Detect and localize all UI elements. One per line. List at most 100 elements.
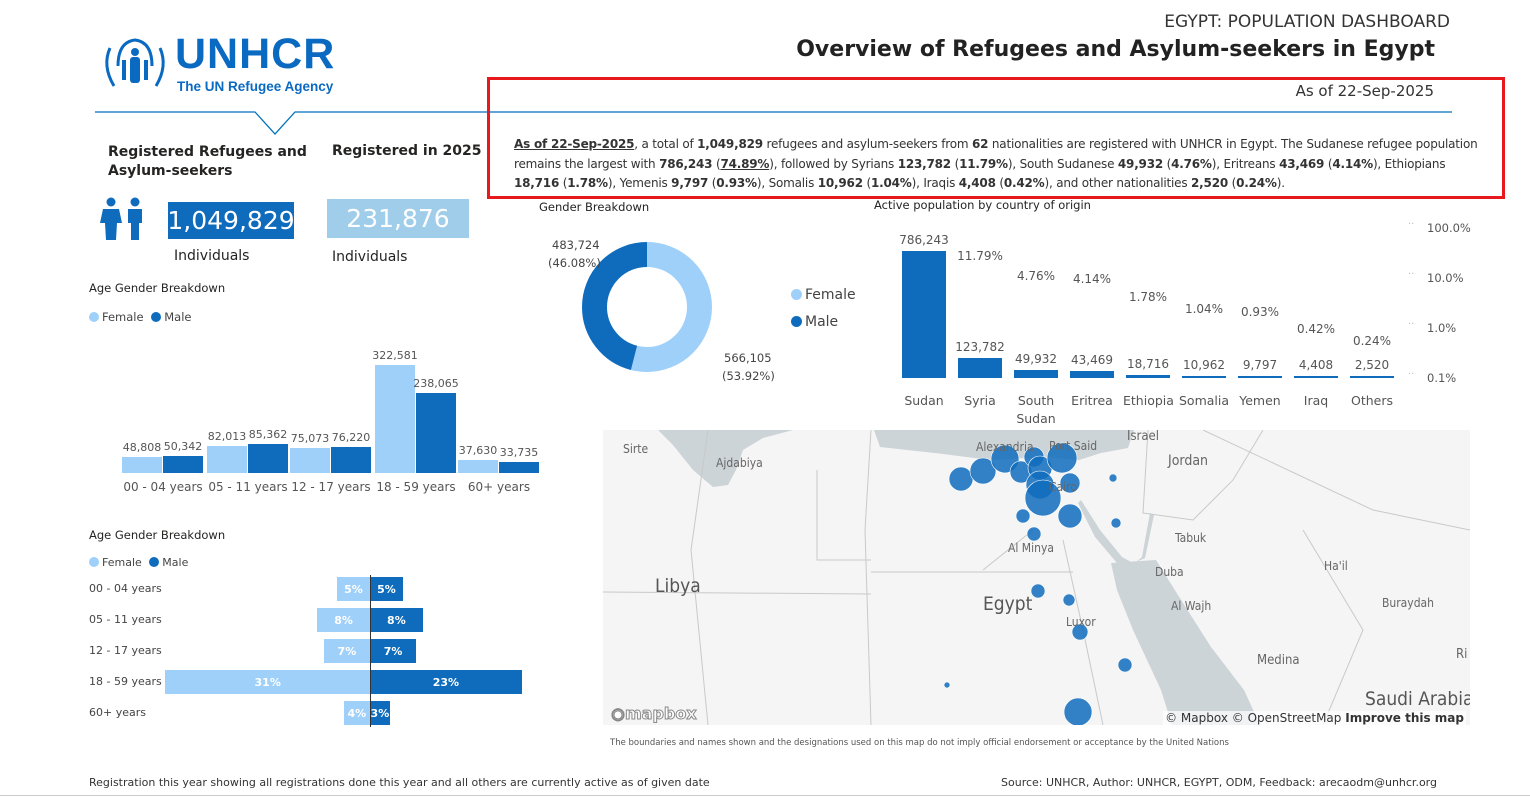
bar-label-male: 85,362 (248, 428, 288, 442)
map-place-label: Luxor (1066, 615, 1096, 629)
country-bar[interactable] (958, 358, 1002, 378)
country-percent-label: 0.93% (1240, 304, 1280, 319)
refugee-map[interactable]: Sirte Ajdabiya Alexandria Port Said Israel Jo… (603, 430, 1470, 725)
bar-male[interactable] (248, 444, 288, 473)
unhcr-emblem-icon (105, 38, 165, 87)
summary-part: 0.93% (716, 176, 757, 190)
map-place-label: Duba (1155, 565, 1184, 579)
country-bar[interactable] (1126, 374, 1170, 378)
country-chart-title: Active population by country of origin (874, 198, 1091, 212)
country-bar[interactable] (1294, 376, 1338, 378)
map-place-label: Israel (1127, 430, 1159, 444)
registered-total-value: 1,049,829 (167, 202, 295, 239)
pyramid-bar-male[interactable]: 7% (370, 639, 417, 663)
summary-part: ( (1163, 156, 1172, 171)
summary-part: 4.14% (1332, 156, 1373, 171)
map-bubble[interactable] (1062, 593, 1076, 607)
attribution-text[interactable]: © Mapbox © OpenStreetMap (1165, 711, 1342, 725)
bar-female[interactable] (290, 447, 330, 473)
logo-wordmark: UNHCR (175, 30, 336, 78)
pyramid-bar-male[interactable]: 3% (370, 701, 390, 725)
country-bar[interactable] (902, 251, 946, 378)
country-value-label: 10,962 (1183, 358, 1225, 372)
donut-male-value: 483,724 (552, 238, 600, 252)
bar-female[interactable] (458, 460, 498, 473)
bar-label-female: 82,013 (207, 429, 247, 443)
map-bubble[interactable] (948, 466, 974, 492)
mapbox-logo[interactable]: ◉mapbox (611, 704, 698, 724)
map-bubble[interactable] (1015, 508, 1031, 524)
summary-part: 62 (971, 137, 989, 151)
legend-male: Male (162, 556, 189, 569)
age-group-label: 05 - 11 years (208, 480, 288, 494)
bar-male[interactable] (331, 447, 371, 473)
pyramid-row-label: 60+ years (89, 706, 146, 719)
summary-part: 10,962 (817, 176, 863, 190)
pyramid-title: Age Gender Breakdown (89, 528, 226, 542)
country-percent-label: 4.14% (1072, 272, 1112, 287)
pyramid-bar-male[interactable]: 8% (370, 608, 423, 632)
country-value-label: 18,716 (1127, 356, 1169, 371)
summary-part: 2,520 (1191, 176, 1228, 190)
map-bubble[interactable] (1030, 583, 1046, 599)
axis-tick-label: 100.0% (1427, 221, 1471, 235)
country-bar[interactable] (1182, 376, 1226, 378)
summary-part: ). (1276, 176, 1285, 190)
summary-part: 786,243 (659, 156, 713, 171)
country-category-label: Ethiopia (1123, 393, 1174, 408)
summary-highlight-box (487, 77, 1505, 199)
map-bubble[interactable] (943, 681, 951, 689)
map-bubble[interactable] (1108, 473, 1118, 483)
bar-female[interactable] (375, 365, 415, 473)
map-bubble[interactable] (1024, 479, 1062, 517)
pyramid-bar-male[interactable]: 23% (370, 670, 522, 694)
summary-part: 43,469 (1279, 156, 1325, 171)
bar-female[interactable] (122, 456, 162, 473)
summary-part: 74.89% (720, 156, 770, 171)
pyramid-row-label: 12 - 17 years (89, 644, 162, 657)
pyramid-bar-female[interactable]: 7% (323, 639, 370, 663)
bar-male[interactable] (416, 393, 456, 473)
country-bar[interactable] (1350, 376, 1394, 378)
summary-part: , a total of (634, 137, 698, 151)
improve-map-link[interactable]: Improve this map (1345, 711, 1464, 725)
country-bar[interactable] (1238, 376, 1282, 378)
age-group-label: 60+ years (467, 480, 531, 494)
registered-total-unit: Individuals (174, 248, 250, 264)
country-bar[interactable] (1070, 370, 1114, 378)
registered-2025-value: 231,876 (327, 199, 469, 238)
pyramid-bar-female[interactable]: 4% (343, 701, 370, 725)
bar-label-female: 322,581 (372, 349, 418, 362)
axis-tick-label: 1.0% (1427, 321, 1457, 335)
pyramid-bar-female[interactable]: 5% (337, 577, 370, 601)
as-of-date: As of 22-Sep-2025 (1295, 82, 1434, 100)
axis-tick-mark: ·· (1408, 369, 1415, 380)
footer-note: Registration this year showing all regis… (89, 776, 710, 789)
map-bubble[interactable] (1046, 442, 1078, 474)
map-bubble[interactable] (1059, 472, 1081, 494)
age-bar-chart: 48,808 50,342 00 - 04 years 82,013 85,362 05 … (0, 0, 560, 500)
people-icon (100, 197, 142, 240)
bar-label-male: 33,735 (499, 445, 539, 459)
bar-male[interactable] (163, 456, 203, 473)
map-place-label: Ri (1456, 647, 1467, 662)
map-bubble[interactable] (1063, 697, 1093, 725)
pyramid-bar-female[interactable]: 8% (317, 608, 370, 632)
male-legend-icon (151, 312, 162, 322)
map-bubble[interactable] (1071, 623, 1089, 641)
donut-slice-male[interactable] (582, 242, 712, 372)
pyramid-bar-male[interactable]: 5% (370, 577, 403, 601)
bar-male[interactable] (499, 461, 539, 473)
map-bubble[interactable] (1110, 517, 1122, 529)
bar-female[interactable] (207, 445, 247, 473)
map-bubble[interactable] (969, 457, 997, 485)
country-bar[interactable] (1014, 369, 1058, 378)
map-bubble[interactable] (1117, 657, 1133, 673)
pyramid-bar-female[interactable]: 31% (165, 670, 370, 694)
map-bubble[interactable] (1026, 526, 1042, 542)
country-percent-label: 1.04% (1184, 302, 1224, 317)
summary-part: 49,932 (1117, 156, 1163, 171)
bar-label-female: 75,073 (290, 431, 330, 445)
donut-legend-female: Female (791, 287, 856, 303)
map-bubble[interactable] (1057, 503, 1083, 529)
